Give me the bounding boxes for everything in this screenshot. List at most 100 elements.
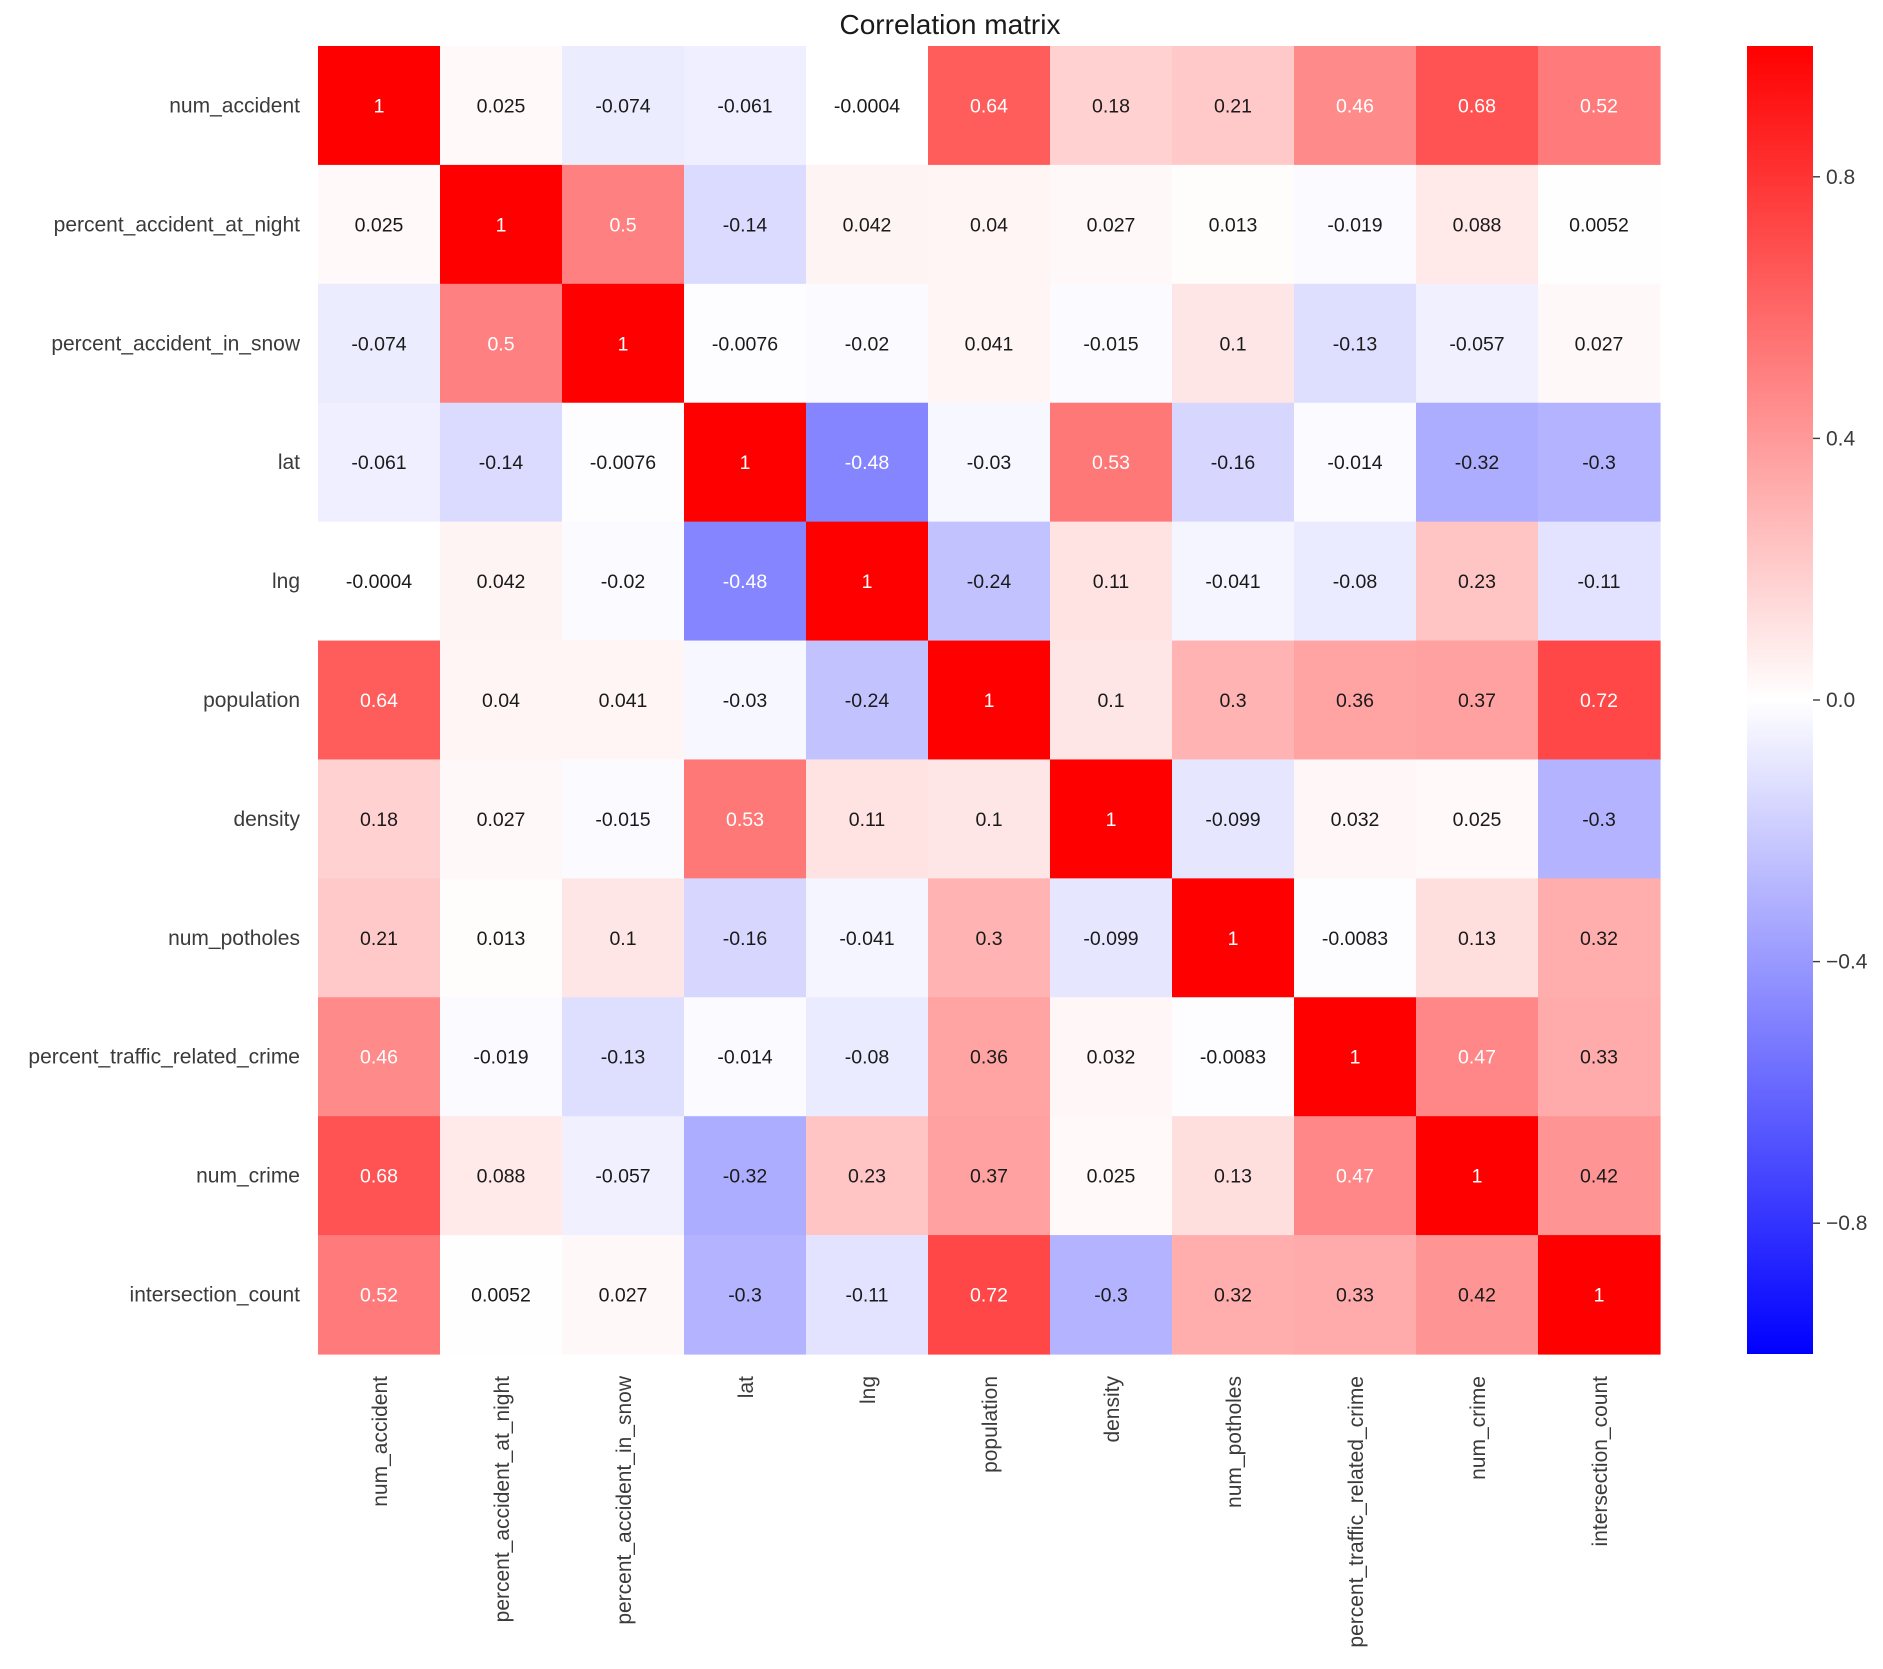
cell-value-label: -0.0076 bbox=[712, 333, 778, 355]
heatmap-cell bbox=[562, 402, 685, 523]
cell-value-label: 0.46 bbox=[1336, 95, 1374, 117]
cell-value-label: -0.019 bbox=[473, 1047, 528, 1069]
heatmap-cell bbox=[1294, 997, 1417, 1117]
cell-value-label: 0.04 bbox=[482, 690, 520, 712]
heatmap-cell bbox=[1050, 997, 1173, 1117]
cell-value-label: 0.33 bbox=[1336, 1285, 1374, 1307]
heatmap-cell bbox=[1172, 878, 1295, 998]
cell-value-label: -0.3 bbox=[1582, 809, 1616, 831]
cell-value-label: 0.032 bbox=[1087, 1047, 1136, 1069]
row-label: percent_accident_in_snow bbox=[51, 332, 301, 355]
cell-value-label: 0.52 bbox=[1580, 95, 1618, 117]
cell-value-label: 0.53 bbox=[726, 809, 764, 831]
cell-value-label: 0.72 bbox=[970, 1285, 1008, 1307]
cell-value-label: 1 bbox=[1594, 1285, 1605, 1307]
cell-value-label: -0.16 bbox=[723, 928, 767, 950]
cell-value-label: 0.21 bbox=[360, 928, 398, 950]
cell-value-label: 0.027 bbox=[1575, 333, 1624, 355]
cell-value-label: -0.13 bbox=[601, 1047, 645, 1069]
cell-value-label: -0.3 bbox=[1094, 1285, 1128, 1307]
heatmap-cell bbox=[440, 283, 563, 404]
heatmap-cell bbox=[806, 46, 929, 166]
cell-value-label: -0.48 bbox=[723, 571, 767, 593]
heatmap-cell bbox=[806, 1116, 929, 1236]
column-label: num_crime bbox=[1467, 1376, 1490, 1480]
cell-value-label: 0.18 bbox=[360, 809, 398, 831]
heatmap-cells bbox=[318, 46, 1661, 1355]
heatmap-cell bbox=[562, 997, 685, 1117]
heatmap-cell bbox=[928, 402, 1051, 523]
colorbar-tick-label: 0.8 bbox=[1826, 166, 1855, 189]
row-label: population bbox=[203, 689, 300, 712]
cell-value-label: -0.015 bbox=[1083, 333, 1138, 355]
cell-value-label: 0.027 bbox=[477, 809, 526, 831]
heatmap-cell bbox=[1416, 997, 1539, 1117]
colorbar: 0.8 0.4 0.0 −0.4 −0.8 bbox=[1747, 46, 1868, 1354]
heatmap-cell bbox=[928, 283, 1051, 404]
heatmap-cell bbox=[318, 402, 441, 523]
cell-value-label: 0.64 bbox=[970, 95, 1008, 117]
heatmap-cell bbox=[440, 1116, 563, 1236]
heatmap-cell bbox=[806, 1235, 929, 1355]
heatmap-cell bbox=[440, 997, 563, 1117]
heatmap-cell bbox=[1172, 759, 1295, 879]
cell-value-label: -0.0083 bbox=[1322, 928, 1388, 950]
cell-value-label: -0.014 bbox=[717, 1047, 772, 1069]
colorbar-tick-label: −0.4 bbox=[1826, 951, 1868, 974]
cell-value-label: -0.11 bbox=[1578, 571, 1621, 593]
heatmap-cell bbox=[318, 640, 441, 761]
row-labels: num_accident percent_accident_at_nightper… bbox=[28, 94, 300, 1306]
heatmap-cell bbox=[1416, 640, 1539, 761]
colorbar-gradient bbox=[1747, 46, 1813, 1354]
heatmap-cell bbox=[806, 521, 929, 642]
cell-value-label: 1 bbox=[374, 95, 385, 117]
cell-value-label: 0.23 bbox=[1458, 571, 1496, 593]
heatmap-cell bbox=[440, 759, 563, 879]
heatmap-cell bbox=[806, 878, 929, 998]
heatmap-cell bbox=[1294, 46, 1417, 166]
cell-value-label: 0.5 bbox=[609, 214, 636, 236]
heatmap-cell bbox=[806, 164, 929, 285]
heatmap-cell bbox=[1294, 759, 1417, 879]
heatmap-cell bbox=[440, 164, 563, 285]
heatmap-cell bbox=[562, 878, 685, 998]
cell-value-label: -0.061 bbox=[717, 95, 772, 117]
colorbar-tick-label: 0.4 bbox=[1826, 427, 1856, 450]
heatmap-cell bbox=[1294, 1235, 1417, 1355]
cell-value-label: 0.47 bbox=[1458, 1047, 1496, 1069]
heatmap-cell bbox=[684, 997, 807, 1117]
cell-value-label: -0.08 bbox=[1333, 571, 1377, 593]
cell-value-label: 0.21 bbox=[1214, 95, 1252, 117]
cell-value-label: 0.027 bbox=[599, 1285, 648, 1307]
heatmap-annotations: 1 0.025 -0.074 -0.061 -0.0004 0.64 0.18 0.21 0.4… bbox=[346, 95, 1629, 1306]
cell-value-label: -0.08 bbox=[845, 1047, 889, 1069]
heatmap-cell bbox=[1538, 640, 1661, 761]
column-label: lat bbox=[735, 1376, 758, 1398]
heatmap-cell bbox=[318, 1116, 441, 1236]
heatmap-cell bbox=[562, 283, 685, 404]
heatmap-cell bbox=[1172, 46, 1295, 166]
cell-value-label: -0.13 bbox=[1333, 333, 1377, 355]
heatmap-cell bbox=[318, 46, 441, 166]
cell-value-label: 0.37 bbox=[970, 1166, 1008, 1188]
heatmap-cell bbox=[1050, 402, 1173, 523]
heatmap-cell bbox=[1294, 878, 1417, 998]
cell-value-label: 0.18 bbox=[1092, 95, 1130, 117]
cell-value-label: 0.1 bbox=[1219, 333, 1246, 355]
cell-value-label: -0.3 bbox=[728, 1285, 762, 1307]
column-label: density bbox=[1101, 1376, 1124, 1443]
cell-value-label: -0.014 bbox=[1327, 452, 1382, 474]
heatmap-cell bbox=[1172, 1116, 1295, 1236]
heatmap-cell bbox=[1050, 164, 1173, 285]
cell-value-label: 0.11 bbox=[1093, 571, 1130, 593]
heatmap-cell bbox=[440, 521, 563, 642]
cell-value-label: 0.04 bbox=[970, 214, 1008, 236]
cell-value-label: 0.088 bbox=[477, 1166, 526, 1188]
heatmap-cell bbox=[440, 402, 563, 523]
heatmap-cell bbox=[684, 164, 807, 285]
heatmap-cell bbox=[318, 1235, 441, 1355]
heatmap-cell bbox=[1294, 283, 1417, 404]
heatmap-cell bbox=[1416, 402, 1539, 523]
cell-value-label: -0.16 bbox=[1211, 452, 1255, 474]
heatmap-cell bbox=[684, 46, 807, 166]
